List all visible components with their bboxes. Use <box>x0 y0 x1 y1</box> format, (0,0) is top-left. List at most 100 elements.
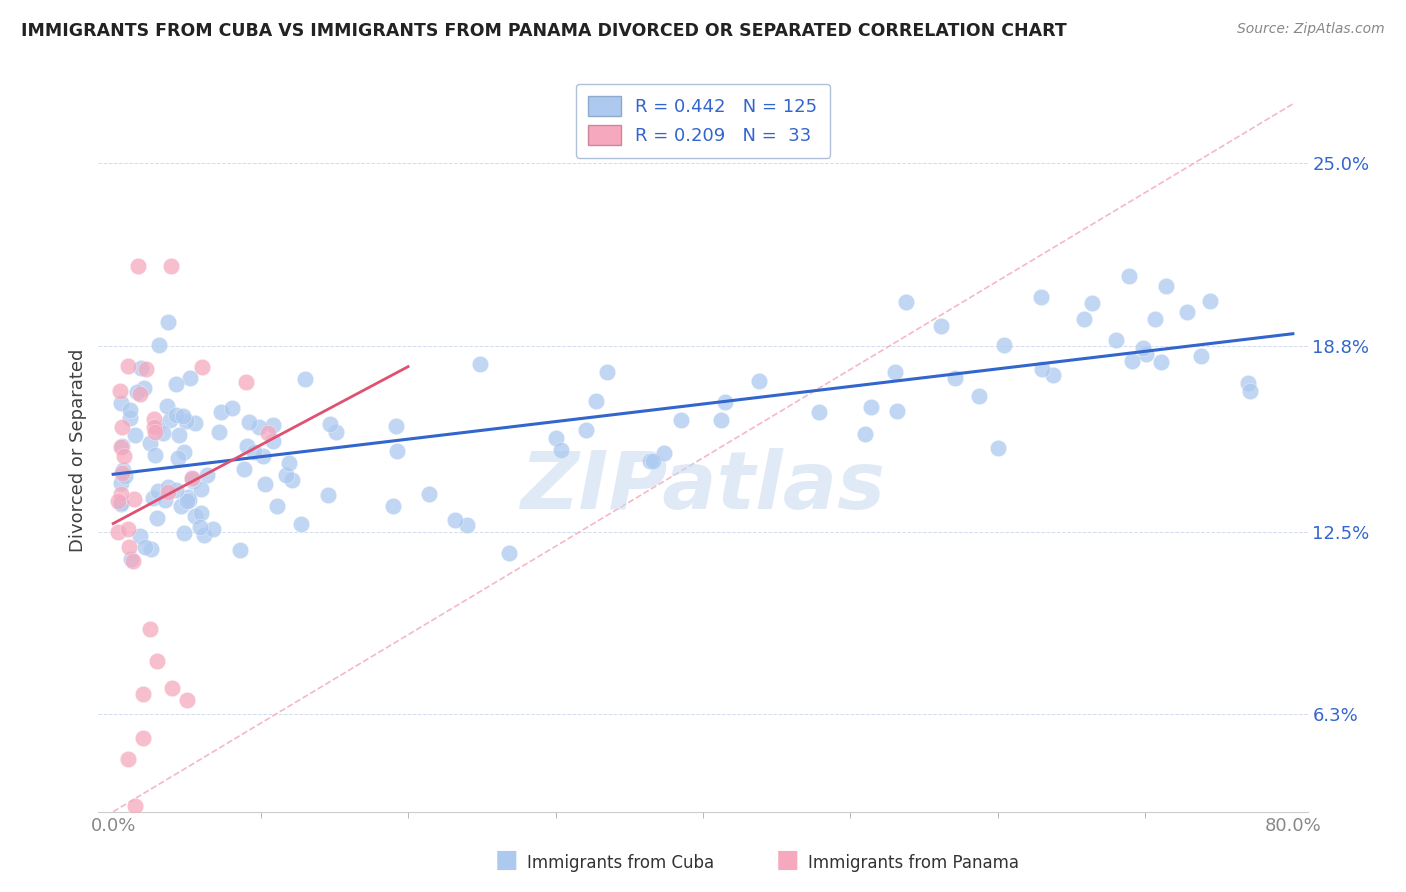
Point <box>111 439 134 453</box>
Point <box>238 415 260 429</box>
Point <box>184 508 207 523</box>
Point <box>112 449 135 463</box>
Point <box>993 338 1015 352</box>
Point <box>1118 268 1140 283</box>
Point <box>159 413 181 427</box>
Point <box>886 404 908 418</box>
Point <box>498 546 520 560</box>
Point <box>131 731 153 745</box>
Point <box>120 552 142 566</box>
Point <box>228 543 250 558</box>
Point <box>143 448 166 462</box>
Point <box>160 259 183 273</box>
Point <box>235 375 257 389</box>
Point <box>585 393 607 408</box>
Point <box>236 439 259 453</box>
Point <box>190 506 212 520</box>
Point <box>170 500 193 514</box>
Text: ■: ■ <box>776 848 799 872</box>
Point <box>165 483 187 498</box>
Text: Immigrants from Panama: Immigrants from Panama <box>808 855 1019 872</box>
Point <box>134 540 156 554</box>
Point <box>176 692 198 706</box>
Point <box>153 493 176 508</box>
Point <box>117 751 139 765</box>
Point <box>122 554 145 568</box>
Point <box>1031 362 1053 376</box>
Point <box>316 488 339 502</box>
Point <box>714 395 737 409</box>
Point <box>110 497 132 511</box>
Point <box>1156 279 1178 293</box>
Point <box>142 419 165 434</box>
Point <box>180 472 202 486</box>
Point <box>444 513 467 527</box>
Point <box>208 425 231 439</box>
Point <box>131 361 153 376</box>
Point <box>118 403 141 417</box>
Point <box>110 487 132 501</box>
Point <box>110 496 132 510</box>
Point <box>652 446 675 460</box>
Point <box>139 622 162 636</box>
Point <box>157 316 180 330</box>
Point <box>190 520 212 534</box>
Point <box>107 494 129 508</box>
Point <box>257 425 280 440</box>
Text: Immigrants from Cuba: Immigrants from Cuba <box>527 855 714 872</box>
Point <box>418 487 440 501</box>
Point <box>110 440 132 454</box>
Point <box>987 441 1010 455</box>
Point <box>141 541 163 556</box>
Point <box>884 365 907 379</box>
Point <box>896 295 918 310</box>
Point <box>167 451 190 466</box>
Point <box>638 454 661 468</box>
Point <box>146 483 169 498</box>
Point <box>124 427 146 442</box>
Point <box>274 467 297 482</box>
Point <box>176 494 198 508</box>
Point <box>148 337 170 351</box>
Point <box>111 462 134 476</box>
Point <box>1150 355 1173 369</box>
Point <box>748 374 770 388</box>
Point <box>131 687 153 701</box>
Point <box>193 528 215 542</box>
Point <box>181 471 204 485</box>
Point <box>253 477 276 491</box>
Text: Source: ZipAtlas.com: Source: ZipAtlas.com <box>1237 22 1385 37</box>
Text: ZIPatlas: ZIPatlas <box>520 448 886 525</box>
Point <box>172 409 194 423</box>
Point <box>1143 312 1166 326</box>
Point <box>262 418 284 433</box>
Point <box>544 431 567 445</box>
Point <box>190 482 212 496</box>
Point <box>325 425 347 439</box>
Text: IMMIGRANTS FROM CUBA VS IMMIGRANTS FROM PANAMA DIVORCED OR SEPARATED CORRELATION: IMMIGRANTS FROM CUBA VS IMMIGRANTS FROM … <box>21 22 1067 40</box>
Point <box>107 525 129 540</box>
Point <box>280 474 302 488</box>
Point <box>114 469 136 483</box>
Point <box>118 411 141 425</box>
Point <box>1132 341 1154 355</box>
Point <box>232 462 254 476</box>
Point <box>117 522 139 536</box>
Point <box>859 400 882 414</box>
Point <box>1081 296 1104 310</box>
Point <box>1237 376 1260 391</box>
Point <box>385 444 408 458</box>
Point <box>167 427 190 442</box>
Point <box>174 414 197 428</box>
Point <box>179 370 201 384</box>
Point <box>142 491 165 506</box>
Point <box>1105 333 1128 347</box>
Text: ■: ■ <box>495 848 517 872</box>
Point <box>108 384 131 399</box>
Point <box>110 476 132 491</box>
Point <box>145 511 167 525</box>
Point <box>381 499 404 513</box>
Point <box>262 434 284 449</box>
Point <box>117 359 139 374</box>
Point <box>456 518 478 533</box>
